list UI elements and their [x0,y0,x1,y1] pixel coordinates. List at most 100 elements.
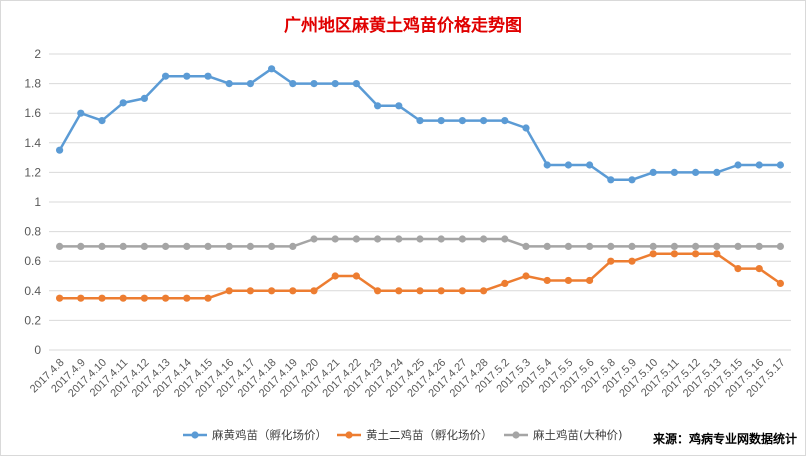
data-point [119,242,127,250]
data-point [564,242,573,250]
data-point [204,72,212,80]
data-point [607,176,615,184]
data-point [670,168,679,176]
data-point [776,161,785,169]
data-point [734,265,742,273]
y-tick-label: 0.2 [24,313,41,327]
data-point [374,235,382,243]
data-point [586,276,594,285]
data-point [225,242,233,250]
data-point [119,294,127,302]
y-axis-ticks: 0 0.2 0.4 0.6 0.8 1 1.2 1.4 1.6 1.8 2 [24,47,41,357]
data-point [246,80,254,88]
data-point [755,161,763,169]
data-point [607,242,615,250]
legend-label: 麻土鸡苗(大种价) [533,428,622,442]
data-point [374,102,382,110]
data-point [564,276,573,285]
legend-item: 黄土二鸡苗（孵化场价） [337,428,493,442]
data-point [225,80,233,88]
data-point [98,294,106,302]
series-1 [56,65,785,184]
data-point [458,117,466,125]
legend-item: 麻黄鸡苗（孵化场价） [183,428,327,442]
data-point [755,265,763,273]
y-tick-label: 1.2 [24,165,41,179]
data-point [692,242,700,250]
data-point [289,242,297,250]
data-point [416,117,424,125]
y-tick-label: 0.6 [24,254,41,268]
data-point [140,94,148,102]
data-point [395,102,403,110]
data-point [183,242,191,250]
data-point [268,287,276,295]
data-point [140,242,148,250]
legend-swatch-marker [512,431,520,439]
data-point [331,80,339,88]
data-point [437,117,445,125]
data-point [755,242,763,250]
data-point [564,161,573,169]
legend-swatch-marker [345,431,353,439]
data-point [480,235,488,243]
data-point [628,242,636,250]
series-line [58,67,781,182]
data-point [776,242,785,250]
data-point [586,242,594,250]
y-tick-label: 1.4 [24,136,41,150]
data-point [713,242,721,250]
data-point [649,242,657,250]
series-3 [56,235,785,250]
data-point [416,287,424,295]
data-point [670,250,679,258]
data-point [162,242,170,250]
data-point [310,80,318,88]
data-point [628,257,636,265]
data-point [56,242,64,250]
source-note: 来源：鸡病专业网数据统计 [652,432,797,446]
legend: 麻黄鸡苗（孵化场价） 黄土二鸡苗（孵化场价） 麻土鸡苗(大种价) [183,428,622,442]
data-point [458,287,466,295]
data-point [98,242,106,250]
data-point [586,161,594,169]
data-point [204,294,212,302]
y-tick-label: 0.8 [24,225,41,239]
data-point [268,242,276,250]
y-tick-label: 1.6 [24,106,41,120]
data-point [331,235,339,243]
data-point [649,168,657,176]
data-point [437,235,445,243]
y-tick-label: 1 [34,195,41,209]
data-point [522,272,530,280]
data-point [119,99,127,107]
data-point [246,242,254,250]
data-point [713,250,721,258]
data-point [692,168,700,176]
data-point [204,242,212,250]
data-point [183,294,191,302]
data-point [670,242,679,250]
data-point [331,272,339,280]
data-point [268,65,276,73]
data-point [543,276,551,285]
y-tick-label: 2 [34,47,41,61]
data-point [289,80,297,88]
data-point [522,242,530,250]
data-point [374,287,382,295]
data-point [713,168,721,176]
data-point [289,287,297,295]
data-point [56,294,64,302]
data-point [77,242,85,250]
data-point [140,294,148,302]
data-point [480,287,488,295]
data-point [776,279,785,287]
data-point [692,250,700,258]
data-point [501,117,509,125]
y-tick-label: 0 [34,343,41,357]
data-point [56,146,64,154]
data-point [225,287,233,295]
data-point [183,72,191,80]
data-point [501,235,509,243]
